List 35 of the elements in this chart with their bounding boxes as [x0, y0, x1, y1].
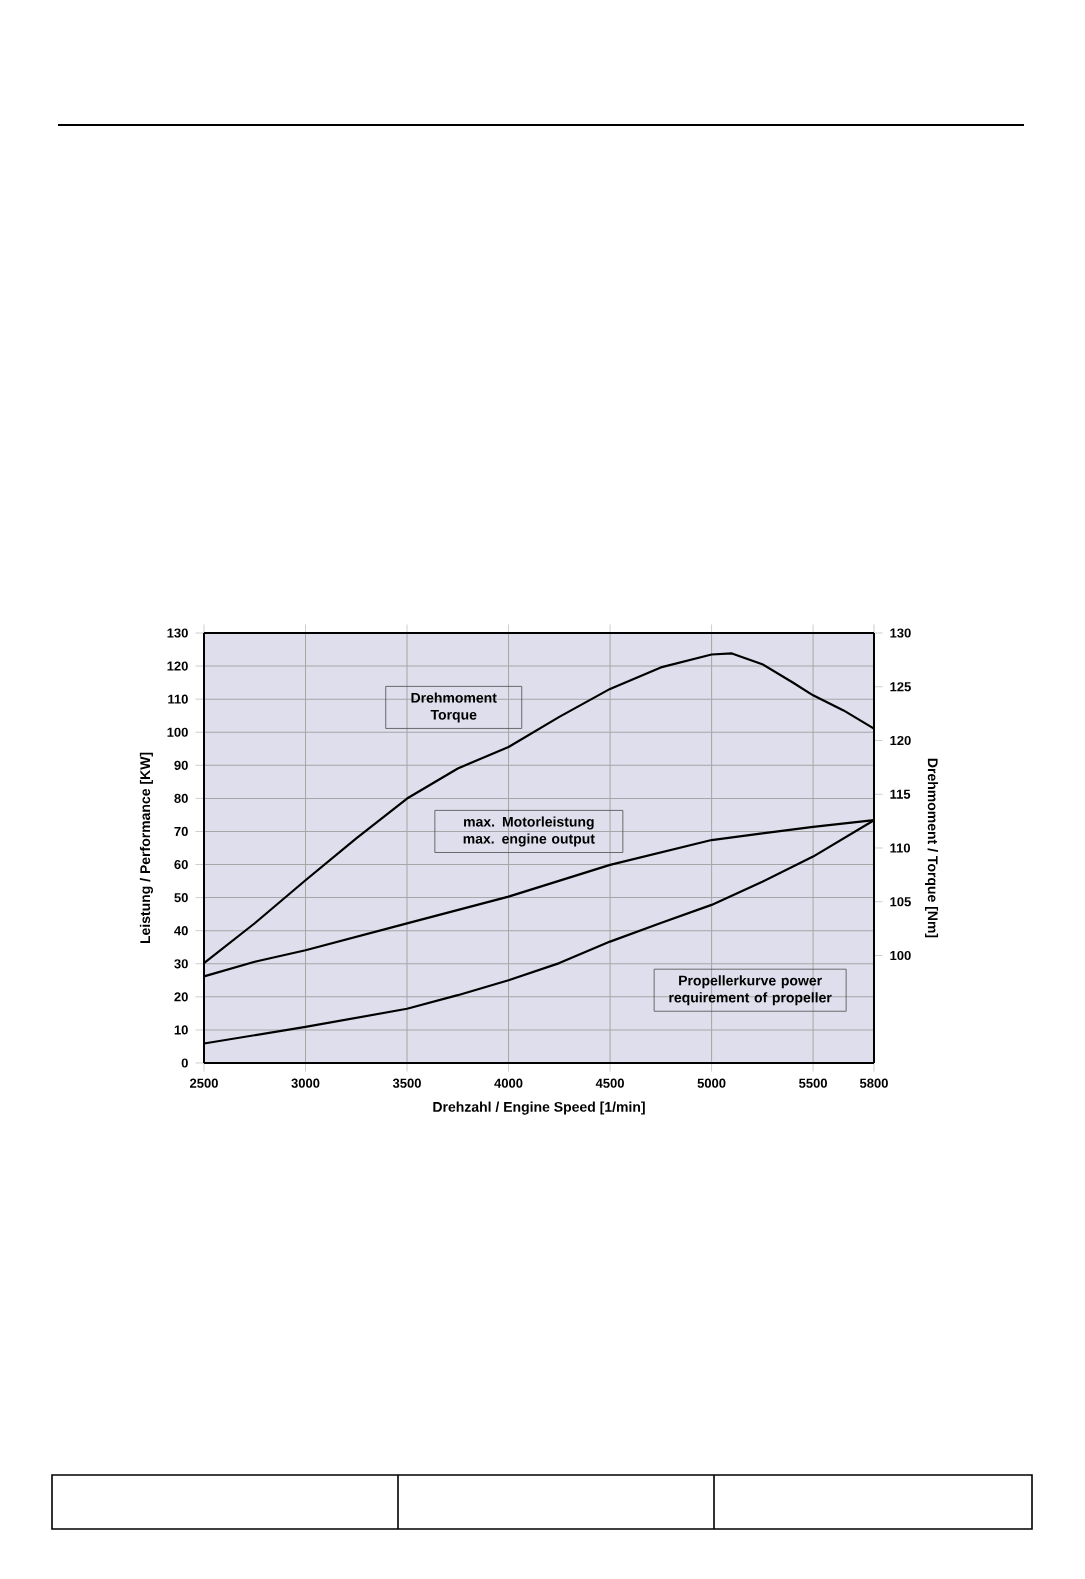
- y-tick-label: 110: [168, 694, 188, 704]
- y-tick-label: 130: [167, 628, 188, 638]
- x-tick-label: 3500: [392, 1078, 421, 1088]
- y2-tick-label: 110: [890, 843, 911, 853]
- y2-tick-label: 130: [890, 628, 911, 638]
- x-tick-label: 4000: [494, 1078, 523, 1088]
- y-tick-label: 40: [174, 926, 188, 936]
- y-tick-label: 50: [174, 893, 188, 903]
- annotation: Drehmoment Torque: [411, 692, 497, 723]
- y-tick-label: 100: [167, 727, 188, 737]
- annotation: Propellerkurve power requirement of propeller: [669, 975, 832, 1006]
- y2-tick-label: 100: [890, 950, 911, 961]
- y2-tick-label: 120: [890, 735, 911, 746]
- y-tick-label: 30: [174, 959, 188, 969]
- x-tick-label: 2500: [189, 1078, 218, 1088]
- x-tick-label: 5000: [697, 1078, 726, 1088]
- y-tick-label: 20: [174, 992, 188, 1002]
- x-axis-title: Drehzahl / Engine Speed [1/min]: [433, 1101, 645, 1115]
- y-tick-label: 60: [174, 859, 188, 870]
- annotation: max. Motorleistung max. engine output: [463, 816, 595, 847]
- x-tick-label: 5500: [799, 1078, 827, 1088]
- y2-tick-label: 125: [890, 682, 911, 692]
- y2-tick-label: 105: [890, 897, 911, 907]
- y-tick-label: 0: [181, 1058, 188, 1068]
- x-tick-label: 5800: [859, 1078, 888, 1088]
- x-tick-label: 4500: [595, 1078, 624, 1088]
- y-axis-title: Leistung / Performance [KW]: [139, 752, 153, 944]
- y2-axis-title: Drehmoment / Torque [Nm]: [925, 758, 939, 938]
- y-tick-label: 10: [174, 1025, 188, 1035]
- x-tick-label: 3000: [291, 1078, 320, 1088]
- y-tick-label: 80: [174, 793, 188, 803]
- y2-tick-label: 115: [890, 789, 911, 799]
- y-tick-label: 120: [167, 661, 188, 671]
- y-tick-label: 70: [174, 826, 188, 837]
- y-tick-label: 90: [174, 760, 188, 770]
